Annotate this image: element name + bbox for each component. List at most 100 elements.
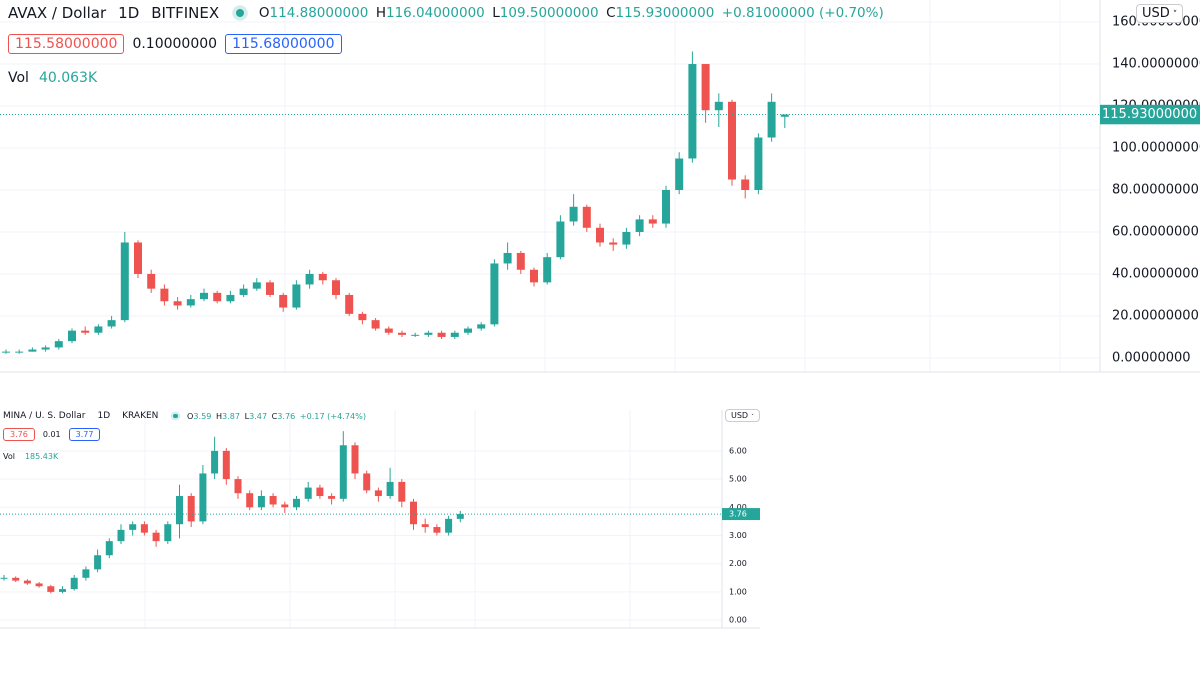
candle-body	[82, 569, 90, 578]
candle-body	[222, 450, 230, 480]
currency-button[interactable]: USD ˅	[725, 409, 760, 422]
currency-button[interactable]: USD ˅	[1136, 4, 1184, 23]
candle-body	[117, 529, 125, 542]
candle-body	[140, 524, 148, 533]
y-tick-label: 80.00000000	[1112, 182, 1199, 197]
status-dot	[173, 413, 179, 419]
candle-body	[675, 158, 684, 190]
candle-body	[339, 445, 347, 499]
candle-body	[741, 179, 750, 190]
candle-body	[35, 583, 43, 587]
spread: 0.10000000	[132, 36, 218, 52]
candle-body	[120, 242, 129, 321]
candle-body	[292, 284, 301, 308]
dropdown-caret: ˅	[751, 414, 754, 420]
ohlc-label: C	[606, 5, 616, 21]
candle-body	[257, 496, 265, 508]
candle-body	[398, 481, 406, 502]
candle-body	[173, 301, 182, 306]
candle-body	[269, 496, 277, 505]
bid[interactable]: 115.58000000	[8, 34, 125, 54]
y-tick-label: 4.00	[729, 503, 747, 512]
candle-body	[213, 292, 222, 302]
candle-body	[662, 189, 670, 224]
bid-ask-row: 3.76 0.01 3.77	[3, 428, 108, 441]
candle-body	[635, 219, 644, 232]
ohlc-label: H	[215, 411, 223, 421]
ohlc-value: 109.50000000	[499, 5, 599, 21]
y-tick-label: 0.00000000	[1112, 350, 1191, 365]
last-price-badge	[722, 508, 760, 521]
candle-body	[316, 487, 324, 497]
candle-body	[293, 498, 300, 508]
ohlc-value: 3.76	[277, 411, 296, 421]
candle-body	[94, 326, 103, 333]
candle-body	[129, 524, 137, 530]
candle-body	[345, 294, 354, 314]
candle-body	[358, 313, 367, 321]
candle-body	[279, 294, 288, 308]
candle-body	[780, 114, 789, 117]
volume-label: Vol	[3, 452, 15, 461]
bid-ask-row: 115.58000000 0.10000000 115.68000000	[8, 34, 350, 54]
candle-body	[456, 514, 464, 519]
candle-body	[464, 328, 472, 333]
candle-body	[246, 493, 254, 508]
candle-body	[199, 473, 207, 522]
candle-body	[622, 231, 631, 245]
y-tick-label: 40.00000000	[1112, 266, 1199, 281]
candle-body	[609, 242, 618, 245]
ohlc-label: L	[492, 5, 500, 21]
exchange: KRAKEN	[122, 411, 159, 421]
candle-body	[164, 524, 172, 542]
ohlc-item: C115.93000000	[606, 5, 714, 21]
candle-body	[226, 294, 235, 302]
candle-body	[318, 273, 327, 281]
chart-header: AVAX / Dollar 1D BITFINEX O114.88000000 H116…	[8, 4, 884, 22]
change: +0.17 (+4.74%)	[299, 411, 366, 421]
volume-label: Vol	[8, 70, 29, 86]
candle-body	[569, 206, 578, 222]
candle-body	[351, 445, 359, 474]
y-tick-label: 3.00	[729, 531, 747, 540]
candle-body	[688, 64, 697, 159]
candle-body	[371, 320, 380, 329]
candle-body	[516, 252, 525, 270]
candle-body	[28, 349, 37, 352]
candle-body	[648, 219, 657, 224]
candle-body	[176, 496, 183, 525]
y-tick-label: 20.00000000	[1112, 308, 1199, 323]
interval: 1D	[118, 4, 140, 22]
candle-body	[728, 101, 736, 180]
candle-body	[530, 269, 538, 283]
candle-body	[200, 292, 208, 300]
candle-body	[281, 504, 289, 508]
candle-body	[433, 527, 441, 533]
candle-body	[12, 577, 20, 581]
last-price-label: 3.76	[729, 510, 747, 519]
candle-body	[398, 332, 406, 335]
volume-value: 40.063K	[38, 70, 98, 86]
candle-body	[41, 347, 50, 350]
candle-body	[332, 280, 340, 295]
candle-body	[411, 334, 420, 336]
ask[interactable]: 115.68000000	[225, 34, 342, 54]
candle-body	[68, 330, 76, 342]
candle-body	[374, 490, 382, 497]
ohlc-item: O3.59	[187, 411, 211, 421]
candle-body	[234, 479, 242, 494]
symbol: AVAX / Dollar	[8, 4, 107, 22]
y-tick-label: 5.00	[729, 475, 747, 484]
candle-body	[266, 282, 274, 295]
candle-body	[305, 273, 314, 285]
ask[interactable]: 3.77	[68, 428, 101, 441]
ohlc-item: O114.88000000	[259, 5, 368, 21]
candle-body	[211, 450, 219, 474]
candle-body	[94, 555, 102, 570]
candle-body	[2, 351, 10, 353]
ohlc-label: O	[187, 411, 194, 421]
bid[interactable]: 3.76	[3, 428, 35, 441]
y-tick-label: 2.00	[729, 559, 747, 568]
